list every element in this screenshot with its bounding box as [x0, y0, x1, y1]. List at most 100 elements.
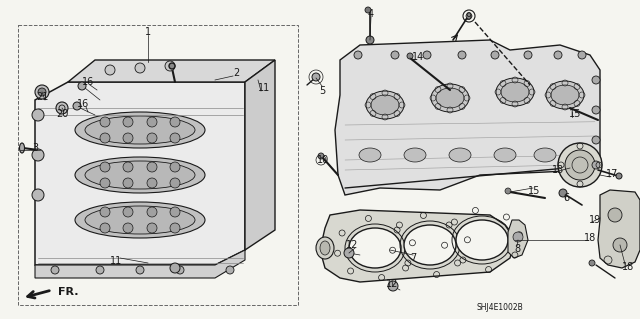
Circle shape: [592, 136, 600, 144]
Ellipse shape: [534, 148, 556, 162]
Circle shape: [559, 189, 567, 197]
Circle shape: [78, 82, 86, 90]
Circle shape: [589, 260, 595, 266]
Circle shape: [608, 208, 622, 222]
Circle shape: [165, 61, 175, 71]
Circle shape: [226, 266, 234, 274]
Ellipse shape: [316, 237, 334, 259]
Circle shape: [558, 143, 602, 187]
Polygon shape: [335, 40, 600, 195]
Ellipse shape: [75, 202, 205, 238]
Circle shape: [423, 51, 431, 59]
Text: 18: 18: [584, 233, 596, 243]
Circle shape: [56, 102, 68, 114]
Text: 9: 9: [465, 12, 471, 22]
Circle shape: [513, 232, 523, 242]
Text: FR.: FR.: [58, 287, 79, 297]
Polygon shape: [35, 82, 245, 265]
Ellipse shape: [501, 82, 529, 102]
Text: 15: 15: [528, 186, 540, 196]
Text: 21: 21: [36, 92, 48, 102]
Ellipse shape: [494, 148, 516, 162]
Circle shape: [73, 102, 81, 110]
Circle shape: [105, 65, 115, 75]
Text: 12: 12: [346, 240, 358, 250]
Circle shape: [100, 223, 110, 233]
Circle shape: [491, 51, 499, 59]
Text: 6: 6: [563, 193, 569, 203]
Circle shape: [38, 88, 46, 96]
Circle shape: [147, 133, 157, 143]
Text: 3: 3: [32, 143, 38, 153]
Circle shape: [388, 281, 398, 291]
Circle shape: [100, 178, 110, 188]
Circle shape: [147, 223, 157, 233]
Circle shape: [35, 85, 49, 99]
Circle shape: [391, 51, 399, 59]
Circle shape: [578, 51, 586, 59]
Text: 19: 19: [589, 215, 601, 225]
Circle shape: [135, 63, 145, 73]
Ellipse shape: [371, 95, 399, 115]
Ellipse shape: [456, 220, 508, 260]
Circle shape: [318, 153, 324, 159]
Circle shape: [123, 207, 133, 217]
Ellipse shape: [320, 241, 330, 255]
Circle shape: [176, 266, 184, 274]
Circle shape: [565, 150, 595, 180]
Circle shape: [147, 117, 157, 127]
Ellipse shape: [349, 228, 401, 268]
Circle shape: [100, 207, 110, 217]
Text: 20: 20: [56, 109, 68, 119]
Circle shape: [123, 162, 133, 172]
Polygon shape: [35, 250, 245, 278]
Circle shape: [96, 266, 104, 274]
Circle shape: [123, 178, 133, 188]
Ellipse shape: [404, 225, 456, 265]
Ellipse shape: [431, 84, 469, 112]
Ellipse shape: [359, 148, 381, 162]
Ellipse shape: [546, 81, 584, 109]
Ellipse shape: [85, 116, 195, 144]
Circle shape: [366, 36, 374, 44]
Text: 16: 16: [82, 77, 94, 87]
Circle shape: [170, 162, 180, 172]
Text: 2: 2: [233, 68, 239, 78]
Circle shape: [344, 248, 354, 258]
Ellipse shape: [449, 148, 471, 162]
Circle shape: [100, 117, 110, 127]
Ellipse shape: [404, 148, 426, 162]
Circle shape: [170, 178, 180, 188]
Circle shape: [147, 162, 157, 172]
Circle shape: [51, 266, 59, 274]
Polygon shape: [245, 60, 275, 250]
Circle shape: [466, 13, 472, 19]
Circle shape: [100, 133, 110, 143]
Circle shape: [616, 173, 622, 179]
Circle shape: [613, 238, 627, 252]
Circle shape: [365, 7, 371, 13]
Ellipse shape: [436, 88, 464, 108]
Circle shape: [170, 117, 180, 127]
Circle shape: [458, 51, 466, 59]
Circle shape: [123, 223, 133, 233]
Text: 11: 11: [258, 83, 270, 93]
Ellipse shape: [496, 78, 534, 106]
Text: 1: 1: [145, 27, 151, 37]
Circle shape: [32, 109, 44, 121]
Text: 18: 18: [622, 262, 634, 272]
Ellipse shape: [75, 157, 205, 193]
Circle shape: [170, 207, 180, 217]
Circle shape: [170, 263, 180, 273]
Text: 11: 11: [110, 256, 122, 266]
Circle shape: [592, 76, 600, 84]
Ellipse shape: [85, 206, 195, 234]
Ellipse shape: [19, 143, 24, 153]
Ellipse shape: [85, 161, 195, 189]
Circle shape: [170, 223, 180, 233]
Text: 8: 8: [514, 244, 520, 254]
Circle shape: [147, 178, 157, 188]
Circle shape: [592, 161, 600, 169]
Circle shape: [32, 149, 44, 161]
Polygon shape: [320, 210, 515, 282]
